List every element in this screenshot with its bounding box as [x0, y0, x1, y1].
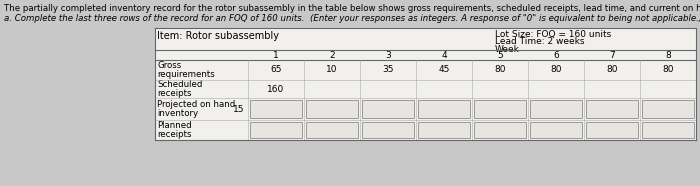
- Text: Item: Rotor subassembly: Item: Rotor subassembly: [157, 31, 279, 41]
- Text: 6: 6: [553, 52, 559, 60]
- Bar: [306, 100, 358, 118]
- Bar: [362, 122, 414, 138]
- Text: 7: 7: [609, 52, 615, 60]
- Text: 65: 65: [270, 65, 281, 75]
- Text: 45: 45: [438, 65, 449, 75]
- Text: Lot Size: FOQ = 160 units: Lot Size: FOQ = 160 units: [495, 30, 611, 39]
- Bar: [250, 100, 302, 118]
- Text: Projected on hand: Projected on hand: [157, 100, 235, 109]
- Text: 80: 80: [494, 65, 505, 75]
- Text: inventory: inventory: [157, 109, 198, 118]
- Text: Gross: Gross: [157, 61, 181, 70]
- Bar: [530, 122, 582, 138]
- Bar: [642, 100, 694, 118]
- Text: 3: 3: [385, 52, 391, 60]
- Text: 15: 15: [232, 105, 244, 113]
- Text: The partially completed inventory record for the rotor subassembly in the table : The partially completed inventory record…: [4, 4, 700, 13]
- Bar: [586, 100, 638, 118]
- Text: 35: 35: [382, 65, 393, 75]
- Text: 1: 1: [273, 52, 279, 60]
- Text: Planned: Planned: [157, 121, 192, 130]
- Bar: [250, 122, 302, 138]
- Text: 80: 80: [550, 65, 561, 75]
- Text: Lead Time: 2 weeks: Lead Time: 2 weeks: [495, 37, 584, 46]
- Bar: [474, 100, 526, 118]
- Text: 2: 2: [329, 52, 335, 60]
- Text: 10: 10: [326, 65, 337, 75]
- Bar: [586, 122, 638, 138]
- Text: 8: 8: [665, 52, 671, 60]
- Text: receipts: receipts: [157, 130, 192, 139]
- Bar: [418, 100, 470, 118]
- Text: a. Complete the last three rows of the record for an FOQ of 160 units.  (Enter y: a. Complete the last three rows of the r…: [4, 14, 700, 23]
- Text: Week: Week: [495, 45, 520, 54]
- Text: 5: 5: [497, 52, 503, 60]
- Bar: [306, 122, 358, 138]
- Text: requirements: requirements: [157, 70, 215, 79]
- Text: Scheduled: Scheduled: [157, 80, 202, 89]
- Bar: [530, 100, 582, 118]
- Text: receipts: receipts: [157, 89, 192, 98]
- Bar: [474, 122, 526, 138]
- Bar: [362, 100, 414, 118]
- Bar: [418, 122, 470, 138]
- Bar: [155, 28, 696, 140]
- Text: 160: 160: [267, 84, 285, 94]
- Text: 80: 80: [606, 65, 617, 75]
- Text: 4: 4: [441, 52, 447, 60]
- Bar: [642, 122, 694, 138]
- Text: 80: 80: [662, 65, 673, 75]
